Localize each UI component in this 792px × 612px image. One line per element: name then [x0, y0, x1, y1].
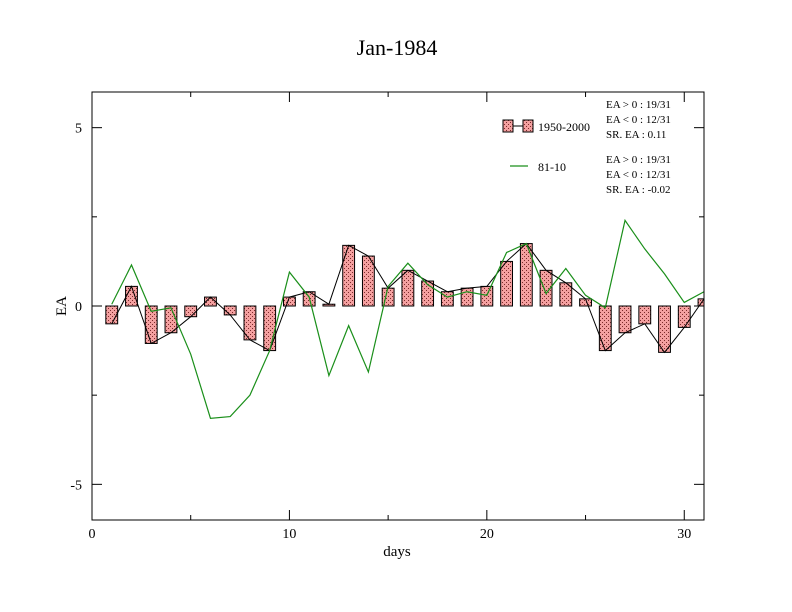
bar — [638, 305, 652, 325]
plot-area — [105, 218, 705, 419]
chart-title: Jan-1984 — [357, 35, 438, 60]
legend-label-81-10: 81-10 — [538, 160, 566, 174]
bar — [480, 285, 494, 307]
axis-ticks: 0 10 20 30 -5 0 5 — [70, 92, 704, 542]
bar — [184, 305, 198, 318]
bar — [677, 305, 691, 328]
stat-annotation: EA < 0 : 12/31 — [606, 114, 671, 126]
legend-label-1950-2000: 1950-2000 — [538, 120, 590, 134]
bar — [460, 287, 474, 307]
bar — [658, 305, 671, 353]
y-axis-label: EA — [54, 296, 70, 316]
x-axis-label: days — [383, 544, 411, 560]
x-tick-label: 10 — [282, 527, 296, 542]
stat-annotation: EA < 0 : 12/31 — [606, 169, 671, 181]
bar — [105, 305, 119, 325]
stat-annotation: SR. EA : -0.02 — [606, 184, 670, 196]
bar — [223, 305, 237, 316]
stat-annotation: EA > 0 : 19/31 — [606, 154, 671, 166]
legend-swatch-1950-2000 — [522, 119, 534, 133]
legend: 1950-2000 81-10 EA > 0 : 19/31 EA < 0 : 12/… — [502, 99, 671, 196]
series-line-81-10 — [111, 218, 705, 419]
bar — [263, 305, 277, 352]
stat-annotation: EA > 0 : 19/31 — [606, 99, 671, 111]
bar — [125, 285, 138, 307]
y-tick-label: 5 — [75, 122, 82, 137]
x-tick-label: 30 — [677, 527, 691, 542]
y-tick-label: -5 — [70, 478, 82, 493]
x-tick-label: 0 — [89, 527, 96, 542]
y-tick-label: 0 — [75, 300, 82, 315]
bar — [401, 269, 415, 307]
series-line-1950-2000 — [111, 242, 705, 354]
bar — [618, 305, 632, 334]
legend-swatch-1950-2000 — [502, 119, 514, 133]
bar — [598, 305, 612, 352]
bar — [342, 244, 356, 307]
x-tick-label: 20 — [480, 527, 494, 542]
bar — [500, 260, 514, 307]
stat-annotation: SR. EA : 0.11 — [606, 129, 666, 141]
